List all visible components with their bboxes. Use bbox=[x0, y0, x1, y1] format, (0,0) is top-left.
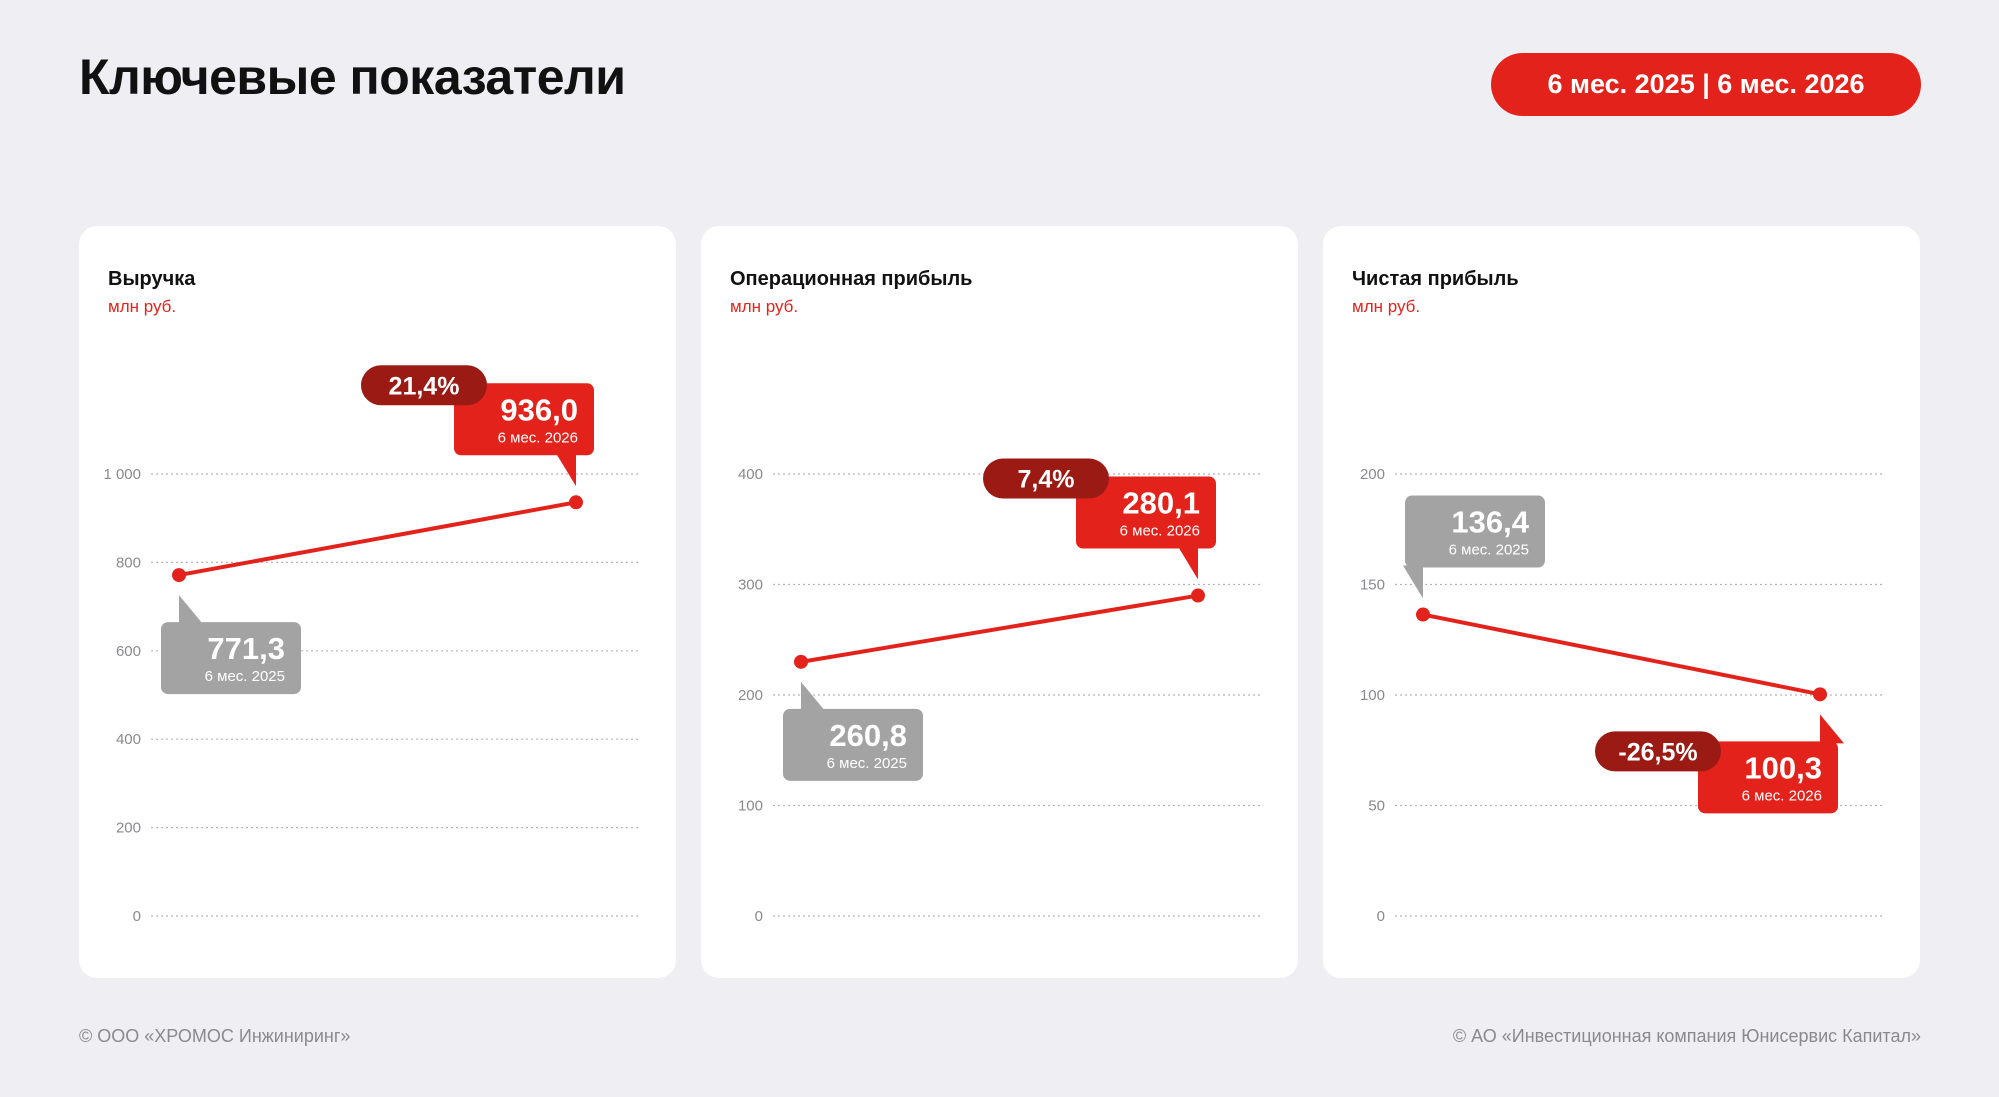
y-tick-label: 0 bbox=[1377, 908, 1385, 925]
chart-title: Операционная прибыль bbox=[730, 268, 973, 290]
y-tick-label: 200 bbox=[738, 687, 763, 704]
series-line bbox=[1421, 612, 1822, 697]
value-callout-start: 771,3 6 мес. 2025 bbox=[161, 595, 301, 695]
chart-title: Чистая прибыль bbox=[1352, 268, 1519, 290]
period-label: 6 мес. 2026 bbox=[498, 429, 578, 446]
series-line bbox=[177, 500, 578, 578]
period-label: 6 мес. 2025 bbox=[827, 755, 907, 772]
y-tick-label: 400 bbox=[738, 466, 763, 483]
period-label: 6 мес. 2026 bbox=[1742, 787, 1822, 804]
y-tick-label: 300 bbox=[738, 577, 763, 594]
revenue-card: Выручка млн руб. 0 200 400 600 800 1 000 771,3… bbox=[79, 226, 676, 978]
change-label: 21,4% bbox=[389, 372, 460, 400]
period-label: 6 мес. 2025 bbox=[205, 668, 285, 685]
chart-title: Выручка bbox=[108, 268, 196, 290]
data-point bbox=[172, 568, 186, 583]
y-tick-label: 100 bbox=[738, 798, 763, 815]
operating-profit-chart: 0 100 200 300 400 260,8 6 мес. 2025 280,1 6 мес.… bbox=[738, 458, 1262, 925]
chart-unit: млн руб. bbox=[1352, 297, 1421, 316]
period-label: 6 мес. 2026 bbox=[1120, 523, 1200, 540]
change-label: -26,5% bbox=[1618, 738, 1697, 766]
data-point bbox=[569, 495, 583, 510]
chart-unit: млн руб. bbox=[108, 297, 177, 316]
operating-profit-card: Операционная прибыль млн руб. 0 100 200 300… bbox=[701, 226, 1298, 978]
value-callout-end: 100,3 6 мес. 2026 bbox=[1698, 714, 1844, 814]
change-pill: 21,4% bbox=[361, 365, 487, 406]
period-badge: 6 мес. 2025 | 6 мес. 2026 bbox=[1491, 53, 1921, 116]
value-label: 136,4 bbox=[1451, 505, 1529, 540]
y-tick-label: 800 bbox=[116, 554, 141, 571]
value-callout-start: 260,8 6 мес. 2025 bbox=[783, 681, 923, 781]
change-pill: 7,4% bbox=[983, 458, 1109, 499]
page-title: Ключевые показатели bbox=[79, 49, 626, 105]
value-callout-start: 136,4 6 мес. 2025 bbox=[1403, 495, 1545, 599]
y-tick-label: 150 bbox=[1360, 577, 1385, 594]
value-label: 936,0 bbox=[500, 392, 578, 427]
change-pill: -26,5% bbox=[1595, 731, 1721, 772]
value-label: 100,3 bbox=[1744, 750, 1822, 785]
footer-right-copyright: © АО «Инвестиционная компания Юнисервис … bbox=[1452, 1026, 1921, 1046]
chart-unit: млн руб. bbox=[730, 297, 799, 316]
series-line bbox=[799, 593, 1200, 664]
footer-left-copyright: © ООО «ХРОМОС Инжиниринг» bbox=[79, 1026, 351, 1046]
value-callout-end: 936,0 6 мес. 2026 bbox=[454, 383, 594, 487]
y-tick-label: 400 bbox=[116, 731, 141, 748]
data-point bbox=[1191, 588, 1205, 603]
y-tick-label: 0 bbox=[755, 908, 763, 925]
y-tick-label: 0 bbox=[133, 908, 141, 925]
data-point bbox=[1416, 607, 1430, 622]
y-tick-label: 100 bbox=[1360, 687, 1385, 704]
value-callout-end: 280,1 6 мес. 2026 bbox=[1076, 476, 1216, 580]
net-profit-chart: 0 50 100 150 200 136,4 6 мес. 2025 100,3 6 мес. … bbox=[1360, 466, 1884, 925]
period-label: 6 мес. 2025 bbox=[1449, 542, 1529, 559]
y-tick-label: 1 000 bbox=[103, 466, 141, 483]
data-point bbox=[794, 654, 808, 669]
value-label: 280,1 bbox=[1122, 486, 1200, 521]
data-point bbox=[1813, 687, 1827, 702]
y-tick-label: 200 bbox=[116, 820, 141, 837]
change-label: 7,4% bbox=[1018, 466, 1075, 494]
value-label: 771,3 bbox=[207, 631, 285, 666]
y-tick-label: 200 bbox=[1360, 466, 1385, 483]
y-tick-label: 50 bbox=[1368, 798, 1385, 815]
y-tick-label: 600 bbox=[116, 643, 141, 660]
net-profit-card: Чистая прибыль млн руб. 0 50 100 150 200 136,… bbox=[1323, 226, 1920, 978]
value-label: 260,8 bbox=[829, 718, 907, 753]
revenue-chart: 0 200 400 600 800 1 000 771,3 6 мес. 2025 936,0 6… bbox=[103, 365, 640, 925]
